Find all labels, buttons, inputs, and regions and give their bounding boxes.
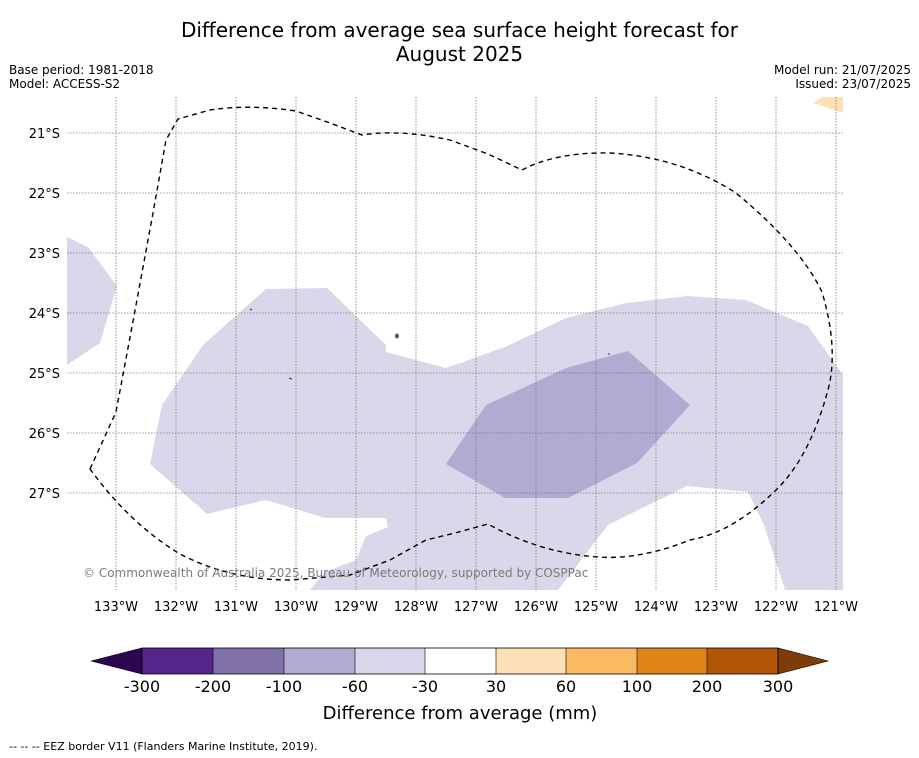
- lon-label: 133°W: [94, 600, 138, 615]
- map-title: Difference from average sea surface heig…: [0, 18, 919, 66]
- gridlines: [67, 97, 843, 590]
- title-line-1: Difference from average sea surface heig…: [180, 18, 739, 42]
- lon-label: 127°W: [454, 600, 498, 615]
- lon-label: 128°W: [394, 600, 438, 615]
- island-marker: [288, 377, 293, 380]
- colorbar-segment: [425, 648, 496, 674]
- colorbar-extend-high: [777, 647, 830, 675]
- island-marker: [249, 308, 253, 311]
- longitude-labels: 133°W 132°W 131°W 130°W 129°W 128°W 127°…: [94, 600, 858, 615]
- latitude-labels: 21°S 22°S 23°S 24°S 25°S 26°S 27°S: [29, 127, 60, 502]
- title-line-2: August 2025: [395, 42, 524, 66]
- colorbar-tick: 100: [622, 677, 653, 696]
- lat-label: 24°S: [29, 307, 60, 322]
- eez-border: [89, 106, 833, 581]
- colorbar-segment: [142, 648, 213, 674]
- lon-label: 129°W: [334, 600, 378, 615]
- colorbar-tick: 60: [556, 677, 576, 696]
- lon-label: 125°W: [574, 600, 618, 615]
- anomaly-region-medium: [446, 351, 690, 498]
- lon-label: 131°W: [214, 600, 258, 615]
- colorbar-label: Difference from average (mm): [323, 703, 598, 724]
- copyright-text: © Commonwealth of Australia 2025, Bureau…: [83, 566, 588, 580]
- colorbar-segment: [707, 648, 778, 674]
- colorbar-tick: -200: [195, 677, 231, 696]
- lat-label: 22°S: [29, 187, 60, 202]
- colorbar-segment: [637, 648, 707, 674]
- colorbar-segment: [284, 648, 355, 674]
- colorbar: -300 -200 -100 -60 -30 30 60 100 200 300…: [90, 647, 830, 724]
- colorbar-tick: 200: [692, 677, 723, 696]
- meta-left: Base period: 1981-2018 Model: ACCESS-S2: [9, 63, 154, 91]
- map-panel: © Commonwealth of Australia 2025, Bureau…: [67, 97, 843, 590]
- lon-label: 123°W: [694, 600, 738, 615]
- model-run: Model run: 21/07/2025: [773, 63, 911, 77]
- island-marker: [395, 333, 399, 339]
- colorbar-outline: [141, 647, 779, 675]
- colorbar-segment: [496, 648, 566, 674]
- colorbar-segment: [213, 648, 284, 674]
- anomaly-region-positive: [813, 97, 843, 113]
- colorbar-tick: 300: [763, 677, 794, 696]
- colorbar-extend-low: [90, 647, 143, 675]
- meta-right: Model run: 21/07/2025 Issued: 23/07/2025: [774, 63, 911, 91]
- anomaly-region-light: [67, 237, 117, 365]
- lon-label: 126°W: [514, 600, 558, 615]
- model-name: Model: ACCESS-S2: [9, 77, 121, 91]
- colorbar-segment: [566, 648, 637, 674]
- lon-label: 132°W: [154, 600, 198, 615]
- lat-label: 25°S: [29, 367, 60, 382]
- lon-label: 122°W: [754, 600, 798, 615]
- base-period: Base period: 1981-2018: [9, 63, 154, 77]
- colorbar-tick: -30: [412, 677, 438, 696]
- colorbar-segment: [355, 648, 425, 674]
- colorbar-tick: -100: [266, 677, 302, 696]
- lat-label: 21°S: [29, 127, 60, 142]
- lat-label: 23°S: [29, 247, 60, 262]
- lon-label: 124°W: [634, 600, 678, 615]
- colorbar-tick: 30: [486, 677, 506, 696]
- lon-label: 121°W: [814, 600, 858, 615]
- colorbar-tick: -60: [342, 677, 368, 696]
- lat-label: 26°S: [29, 427, 60, 442]
- issued-date: Issued: 23/07/2025: [795, 77, 911, 91]
- lat-label: 27°S: [29, 487, 60, 502]
- eez-footnote: -- -- -- EEZ border V11 (Flanders Marine…: [9, 740, 318, 753]
- colorbar-tick: -300: [124, 677, 160, 696]
- lon-label: 130°W: [274, 600, 318, 615]
